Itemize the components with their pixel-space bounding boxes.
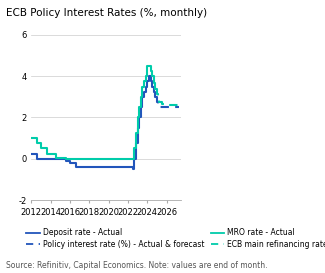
Text: Source: Refinitiv, Capital Economics. Note: values are end of month.: Source: Refinitiv, Capital Economics. No… bbox=[6, 261, 268, 270]
Legend: Deposit rate - Actual, Policy interest rate (%) - Actual & forecast, MRO rate - : Deposit rate - Actual, Policy interest r… bbox=[23, 225, 325, 252]
Text: ECB Policy Interest Rates (%, monthly): ECB Policy Interest Rates (%, monthly) bbox=[6, 8, 208, 18]
